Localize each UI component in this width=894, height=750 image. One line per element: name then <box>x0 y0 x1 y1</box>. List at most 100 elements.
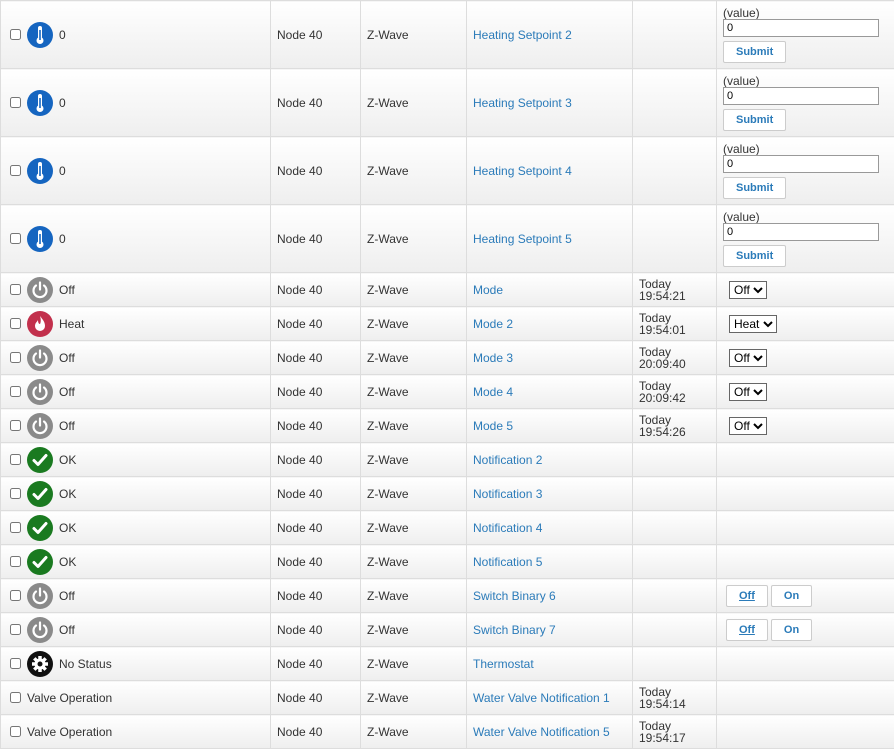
row-checkbox[interactable] <box>10 420 21 431</box>
device-link[interactable]: Heating Setpoint 5 <box>473 231 572 246</box>
value-label: (value) <box>723 73 760 88</box>
row-checkbox[interactable] <box>10 522 21 533</box>
device-row: Off Node 40 Z-Wave Mode Today 19:54:21 Off <box>0 272 894 307</box>
value-input[interactable] <box>723 222 879 241</box>
status: Off <box>7 582 264 609</box>
mode-select[interactable]: Off <box>729 416 767 435</box>
device-link[interactable]: Water Valve Notification 1 <box>473 690 610 705</box>
time-cell: Today 19:54:14 <box>632 680 717 715</box>
value-input[interactable] <box>723 86 879 105</box>
status-text: Off <box>59 384 75 399</box>
row-checkbox[interactable] <box>10 284 21 295</box>
device-link[interactable]: Notification 4 <box>473 520 543 535</box>
power-icon <box>27 412 53 439</box>
status: OK <box>7 514 264 541</box>
status-cell: Off <box>0 612 271 647</box>
device-link[interactable]: Mode 4 <box>473 384 514 399</box>
node-cell: Node 40 <box>270 204 361 273</box>
device-link[interactable]: Heating Setpoint 3 <box>473 95 572 110</box>
row-checkbox[interactable] <box>10 318 21 329</box>
submit-button[interactable]: Submit <box>723 244 787 267</box>
row-checkbox[interactable] <box>10 726 21 737</box>
status: 0 <box>7 157 264 184</box>
row-checkbox[interactable] <box>10 233 21 244</box>
status-cell: 0 <box>0 204 271 273</box>
device-link[interactable]: Heating Setpoint 4 <box>473 163 572 178</box>
row-checkbox[interactable] <box>10 488 21 499</box>
status-text: OK <box>59 554 77 569</box>
value-label: (value) <box>723 141 760 156</box>
node-cell: Node 40 <box>270 374 361 409</box>
mode-select[interactable]: Off <box>729 348 767 367</box>
row-checkbox[interactable] <box>10 97 21 108</box>
protocol-cell: Z-Wave <box>360 578 467 613</box>
status-cell: Valve Operation <box>0 680 271 715</box>
switch-button[interactable]: On <box>770 618 813 641</box>
name-cell: Thermostat <box>466 646 633 681</box>
node-cell: Node 40 <box>270 272 361 307</box>
time-cell <box>632 646 717 681</box>
status: OK <box>7 548 264 575</box>
row-checkbox[interactable] <box>10 624 21 635</box>
protocol-cell: Z-Wave <box>360 714 467 749</box>
device-link[interactable]: Notification 5 <box>473 554 543 569</box>
value-input[interactable] <box>723 18 879 37</box>
row-checkbox[interactable] <box>10 165 21 176</box>
node-cell: Node 40 <box>270 68 361 137</box>
protocol-cell: Z-Wave <box>360 476 467 511</box>
row-checkbox[interactable] <box>10 454 21 465</box>
node-cell: Node 40 <box>270 476 361 511</box>
switch-button[interactable]: On <box>770 584 813 607</box>
switch-button[interactable]: Off <box>726 584 768 607</box>
row-checkbox[interactable] <box>10 386 21 397</box>
row-checkbox[interactable] <box>10 658 21 669</box>
device-link[interactable]: Mode 3 <box>473 350 514 365</box>
device-link[interactable]: Thermostat <box>473 656 534 671</box>
time-clock: 20:09:42 <box>639 390 686 405</box>
protocol-cell: Z-Wave <box>360 612 467 647</box>
device-row: 0 Node 40 Z-Wave Heating Setpoint 2 (value) S… <box>0 0 894 69</box>
status-text: Valve Operation <box>27 690 113 705</box>
time-clock: 19:54:21 <box>639 288 686 303</box>
time-date: Today <box>639 310 672 325</box>
row-checkbox[interactable] <box>10 692 21 703</box>
row-checkbox[interactable] <box>10 556 21 567</box>
device-link[interactable]: Switch Binary 6 <box>473 588 556 603</box>
switch-button[interactable]: Off <box>726 618 768 641</box>
submit-button[interactable]: Submit <box>723 40 787 63</box>
node: Node 40 <box>277 690 323 705</box>
device-link[interactable]: Mode <box>473 282 504 297</box>
protocol: Z-Wave <box>367 316 409 331</box>
submit-button[interactable]: Submit <box>723 108 787 131</box>
mode-select[interactable]: Off <box>729 280 767 299</box>
device-link[interactable]: Notification 2 <box>473 452 543 467</box>
gear-icon <box>27 650 53 677</box>
device-link[interactable]: Mode 5 <box>473 418 514 433</box>
submit-button[interactable]: Submit <box>723 176 787 199</box>
row-checkbox[interactable] <box>10 590 21 601</box>
node: Node 40 <box>277 163 323 178</box>
time-cell <box>632 68 717 137</box>
device-link[interactable]: Notification 3 <box>473 486 543 501</box>
control-cell <box>716 476 894 511</box>
row-checkbox[interactable] <box>10 29 21 40</box>
status: 0 <box>7 89 264 116</box>
mode-select[interactable]: Off <box>729 382 767 401</box>
protocol: Z-Wave <box>367 690 409 705</box>
row-checkbox[interactable] <box>10 352 21 363</box>
protocol-cell: Z-Wave <box>360 0 467 69</box>
device-link[interactable]: Heating Setpoint 2 <box>473 27 572 42</box>
status: OK <box>7 480 264 507</box>
time-cell <box>632 612 717 647</box>
time-date: Today <box>639 718 672 733</box>
value-input[interactable] <box>723 154 879 173</box>
status-cell: Off <box>0 374 271 409</box>
node: Node 40 <box>277 486 323 501</box>
mode-select[interactable]: Heat <box>729 314 777 333</box>
device-link[interactable]: Mode 2 <box>473 316 514 331</box>
device-link[interactable]: Switch Binary 7 <box>473 622 556 637</box>
device-link[interactable]: Water Valve Notification 5 <box>473 724 610 739</box>
